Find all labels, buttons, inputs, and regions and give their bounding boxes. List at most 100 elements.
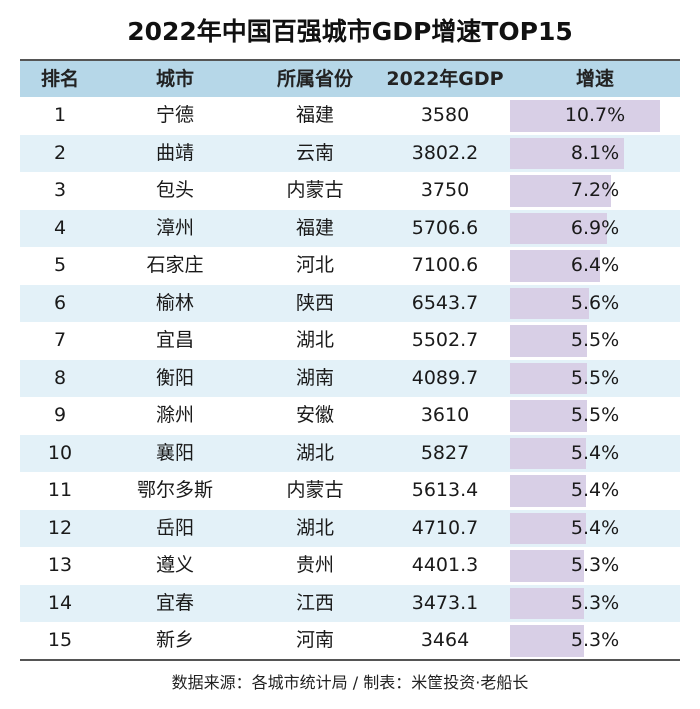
cell-city: 遵义 (155, 554, 194, 576)
growth-rate-bar (510, 362, 587, 394)
cell-rank: 1 (53, 104, 67, 126)
cell-growth-rate: 7.2% (510, 172, 680, 210)
growth-rate-bar (510, 625, 584, 657)
growth-rate-value: 8.1% (570, 141, 620, 164)
growth-rate-bar (510, 137, 624, 169)
table-row: 10 襄阳 湖北 5827 5.4% (20, 434, 680, 472)
cell-rank: 12 (47, 516, 73, 539)
cell-growth-rate: 5.4% (510, 472, 680, 510)
cell-province: 江西 (295, 591, 334, 614)
cell-rank: 8 (53, 366, 67, 389)
cell-rank: 13 (47, 554, 73, 576)
cell-city: 榆林 (155, 291, 194, 314)
cell-gdp: 5502.7 (411, 329, 479, 351)
cell-city: 衡阳 (155, 366, 194, 389)
header-growth-rate: 增速 (575, 68, 614, 90)
cell-gdp: 6543.7 (411, 291, 479, 314)
cell-gdp: 3610 (420, 404, 470, 426)
cell-gdp: 5827 (420, 441, 470, 464)
cell-rank: 2 (53, 141, 67, 164)
table-row: 15 新乡 河南 3464 5.3% (20, 622, 680, 660)
header-gdp: 2022年GDP (386, 68, 504, 90)
top-rule (20, 59, 680, 61)
cell-province: 湖北 (295, 329, 334, 351)
growth-rate-bar (510, 100, 660, 132)
cell-city: 滁州 (155, 404, 194, 426)
table-row: 13 遵义 贵州 4401.3 5.3% (20, 547, 680, 585)
cell-province: 陕西 (295, 291, 334, 314)
cell-growth-rate: 5.3% (510, 585, 680, 623)
growth-rate-bar (510, 287, 589, 319)
table-header: 排名 城市 所属省份 2022年GDP 增速 (20, 61, 680, 97)
cell-growth-rate: 6.4% (510, 247, 680, 285)
cell-growth-rate: 5.4% (510, 510, 680, 548)
cell-city: 曲靖 (155, 141, 194, 164)
cell-province: 福建 (295, 104, 334, 126)
growth-rate-bar (510, 325, 587, 357)
cell-rank: 14 (47, 591, 73, 614)
cell-gdp: 3802.2 (411, 141, 479, 164)
cell-growth-rate: 8.1% (510, 135, 680, 173)
growth-rate-value: 5.4% (570, 441, 620, 464)
growth-rate-value: 5.5% (570, 366, 620, 389)
header-rank: 排名 (40, 68, 79, 90)
table-body: 1 宁德 福建 3580 10.7% 2 曲靖 云南 3802.2 8.1% 3 包头 内蒙古 3750 7… (20, 97, 680, 660)
cell-gdp: 3750 (420, 179, 470, 201)
growth-rate-bar (510, 550, 584, 582)
cell-growth-rate: 10.7% (510, 97, 680, 135)
growth-rate-bar (510, 512, 586, 544)
cell-city: 宜昌 (155, 329, 194, 351)
table-row: 5 石家庄 河北 7100.6 6.4% (20, 247, 680, 285)
growth-rate-value: 5.3% (570, 591, 620, 614)
growth-rate-value: 6.9% (570, 216, 620, 239)
cell-rank: 5 (53, 254, 67, 276)
growth-rate-value: 5.3% (570, 554, 620, 576)
cell-rank: 6 (53, 291, 67, 314)
cell-city: 宁德 (155, 104, 194, 126)
cell-rank: 11 (47, 479, 73, 501)
growth-rate-value: 5.3% (570, 629, 620, 651)
cell-gdp: 4710.7 (411, 516, 479, 539)
growth-rate-bar (510, 400, 587, 432)
cell-province: 内蒙古 (286, 179, 344, 201)
growth-rate-bar (510, 437, 586, 469)
cell-gdp: 3473.1 (411, 591, 479, 614)
growth-rate-value: 6.4% (570, 254, 620, 276)
gdp-growth-table: 排名 城市 所属省份 2022年GDP 增速 1 宁德 福建 3580 10.7% 2 曲靖… (20, 61, 680, 660)
table-row: 7 宜昌 湖北 5502.7 5.5% (20, 322, 680, 360)
table-row: 4 漳州 福建 5706.6 6.9% (20, 209, 680, 248)
cell-gdp: 7100.6 (411, 254, 479, 276)
growth-rate-bar (510, 475, 586, 507)
growth-rate-value: 10.7% (564, 104, 626, 126)
cell-province: 河北 (295, 254, 334, 276)
cell-province: 河南 (295, 629, 334, 651)
growth-rate-bar (510, 212, 607, 244)
cell-city: 襄阳 (155, 441, 194, 464)
cell-growth-rate: 5.5% (510, 360, 680, 398)
cell-gdp: 3580 (420, 104, 470, 126)
table-row: 12 岳阳 湖北 4710.7 5.4% (20, 509, 680, 548)
cell-province: 云南 (295, 141, 334, 164)
cell-province: 福建 (295, 216, 334, 239)
cell-city: 岳阳 (155, 516, 194, 539)
cell-rank: 9 (53, 404, 67, 426)
cell-city: 宜春 (155, 591, 194, 614)
table-row: 8 衡阳 湖南 4089.7 5.5% (20, 359, 680, 398)
source-note: 数据来源：各城市统计局 / 制表：米筐投资·老船长 (171, 673, 529, 692)
cell-city: 漳州 (155, 216, 194, 239)
table-row: 6 榆林 陕西 6543.7 5.6% (20, 284, 680, 322)
growth-rate-value: 7.2% (570, 179, 620, 201)
cell-city: 新乡 (155, 629, 194, 651)
table-row: 3 包头 内蒙古 3750 7.2% (20, 172, 680, 210)
table-row: 14 宜春 江西 3473.1 5.3% (20, 584, 680, 623)
cell-rank: 10 (47, 441, 73, 464)
growth-rate-value: 5.4% (570, 516, 620, 539)
table-row: 11 鄂尔多斯 内蒙古 5613.4 5.4% (20, 472, 680, 510)
cell-province: 湖北 (295, 441, 334, 464)
cell-city: 包头 (155, 179, 194, 201)
cell-rank: 15 (47, 629, 73, 651)
cell-growth-rate: 5.3% (510, 547, 680, 585)
cell-gdp: 5706.6 (411, 216, 479, 239)
cell-growth-rate: 6.9% (510, 210, 680, 248)
cell-province: 安徽 (295, 404, 334, 426)
